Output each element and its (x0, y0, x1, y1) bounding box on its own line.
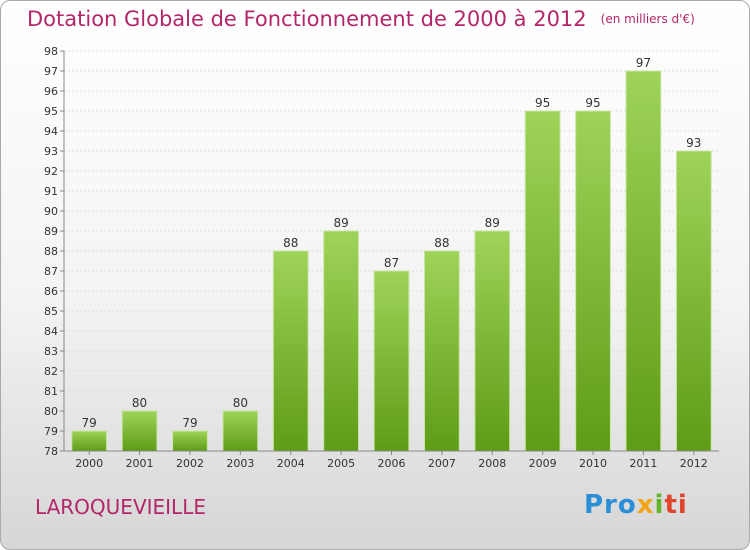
bar-2009 (524, 110, 561, 452)
x-tick-label-2002: 2002 (176, 457, 204, 470)
proxiti-logo: Proxiti (584, 490, 688, 520)
commune-name: LAROQUEVIEILLE (35, 495, 206, 519)
bar-2001 (121, 410, 158, 452)
x-tick-label-2001: 2001 (126, 457, 154, 470)
y-tick-label: 83 (44, 345, 58, 358)
bar-2012 (675, 150, 712, 452)
x-tick-label-2005: 2005 (327, 457, 355, 470)
y-tick-label: 82 (44, 365, 58, 378)
bar-2000 (71, 430, 108, 452)
y-tick-label: 93 (44, 145, 58, 158)
data-label-2012: 93 (686, 136, 701, 150)
y-tick-label: 84 (44, 325, 58, 338)
bar-2007 (424, 250, 460, 452)
x-tick-label-2012: 2012 (680, 457, 708, 470)
data-label-2005: 89 (333, 216, 348, 230)
y-tick-label: 78 (44, 445, 58, 458)
data-label-2002: 79 (182, 416, 197, 430)
x-tick-label-2007: 2007 (428, 457, 456, 470)
y-tick-label: 89 (44, 225, 58, 238)
bar-2011 (625, 70, 662, 452)
x-tick-label-2003: 2003 (226, 457, 254, 470)
bar-2006 (373, 270, 410, 452)
y-tick-label: 85 (44, 305, 58, 318)
bar-2005 (323, 230, 359, 452)
y-tick-label: 92 (44, 165, 58, 178)
y-tick-label: 86 (44, 285, 58, 298)
y-tick-label: 95 (44, 105, 58, 118)
data-label-2004: 88 (283, 236, 298, 250)
x-tick-label-2008: 2008 (478, 457, 506, 470)
y-tick-label: 96 (44, 85, 58, 98)
data-label-2003: 80 (233, 396, 248, 410)
data-label-2009: 95 (535, 96, 550, 110)
x-tick-label-2000: 2000 (75, 457, 103, 470)
y-tick-label: 79 (44, 425, 58, 438)
data-label-2011: 97 (636, 56, 651, 70)
axes: 78 79 80 81 82 83 84 85 86 87 88 89 90 91 92 93 94 95 96 97… (44, 45, 719, 470)
bar-2002 (172, 430, 208, 452)
data-label-2008: 89 (485, 216, 500, 230)
bar-2008 (474, 230, 511, 452)
chart-unit: (en milliers d'€) (600, 12, 695, 26)
bars: 79 80 79 80 88 89 87 88 89 95 95 97 93 (71, 56, 712, 452)
y-tick-label: 97 (44, 65, 58, 78)
x-tick-label-2010: 2010 (579, 457, 607, 470)
y-tick-label: 98 (44, 45, 58, 58)
chart-title-text: Dotation Globale de Fonctionnement de 20… (27, 7, 587, 31)
x-tick-label-2011: 2011 (629, 457, 657, 470)
x-tick-label-2004: 2004 (277, 457, 305, 470)
y-tick-label: 80 (44, 405, 58, 418)
data-label-2007: 88 (434, 236, 449, 250)
y-tick-label: 87 (44, 265, 58, 278)
y-tick-label: 81 (44, 385, 58, 398)
bar-2004 (272, 250, 309, 452)
chart-title: Dotation Globale de Fonctionnement de 20… (27, 7, 695, 31)
y-tick-label: 94 (44, 125, 58, 138)
data-label-2006: 87 (384, 256, 399, 270)
bar-2010 (575, 110, 611, 452)
bar-2003 (222, 410, 259, 452)
x-tick-label-2006: 2006 (378, 457, 406, 470)
y-tick-label: 88 (44, 245, 58, 258)
y-tick-label: 90 (44, 205, 58, 218)
data-label-2010: 95 (585, 96, 600, 110)
x-tick-label-2009: 2009 (529, 457, 557, 470)
data-label-2001: 80 (132, 396, 147, 410)
data-label-2000: 79 (82, 416, 97, 430)
y-tick-label: 91 (44, 185, 58, 198)
